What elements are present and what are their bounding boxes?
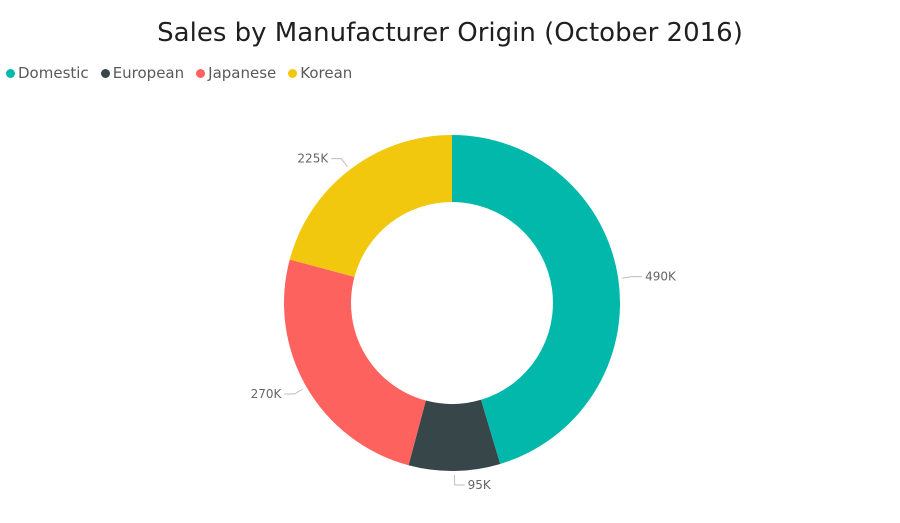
legend-marker-icon — [100, 68, 110, 78]
legend-label: European — [112, 64, 185, 82]
chart-title: Sales by Manufacturer Origin (October 20… — [157, 18, 743, 48]
legend-label: Japanese — [208, 64, 277, 82]
leader-line — [454, 474, 465, 486]
legend-marker-icon — [196, 68, 206, 78]
leader-line — [622, 276, 643, 279]
legend: Domestic European Japanese Korean — [6, 64, 364, 82]
legend-label: Domestic — [18, 64, 89, 82]
legend-marker-icon — [288, 68, 298, 78]
data-label-european: 95K — [468, 478, 492, 492]
leader-line — [331, 158, 348, 167]
slice-domestic[interactable] — [452, 135, 620, 464]
data-label-japanese: 270K — [251, 387, 283, 401]
slice-european[interactable] — [408, 399, 501, 471]
legend-item-korean[interactable]: Korean — [288, 64, 352, 82]
slice-japanese[interactable] — [283, 259, 426, 466]
slice-korean[interactable] — [289, 135, 452, 277]
legend-marker-icon — [6, 68, 15, 78]
data-label-korean: 225K — [297, 152, 329, 166]
legend-label: Korean — [300, 64, 353, 82]
legend-item-japanese[interactable]: Japanese — [196, 64, 276, 82]
leader-line — [284, 388, 304, 395]
legend-item-european[interactable]: European — [100, 64, 185, 82]
data-label-domestic: 490K — [645, 270, 677, 284]
legend-item-domestic[interactable]: Domestic — [6, 64, 89, 82]
